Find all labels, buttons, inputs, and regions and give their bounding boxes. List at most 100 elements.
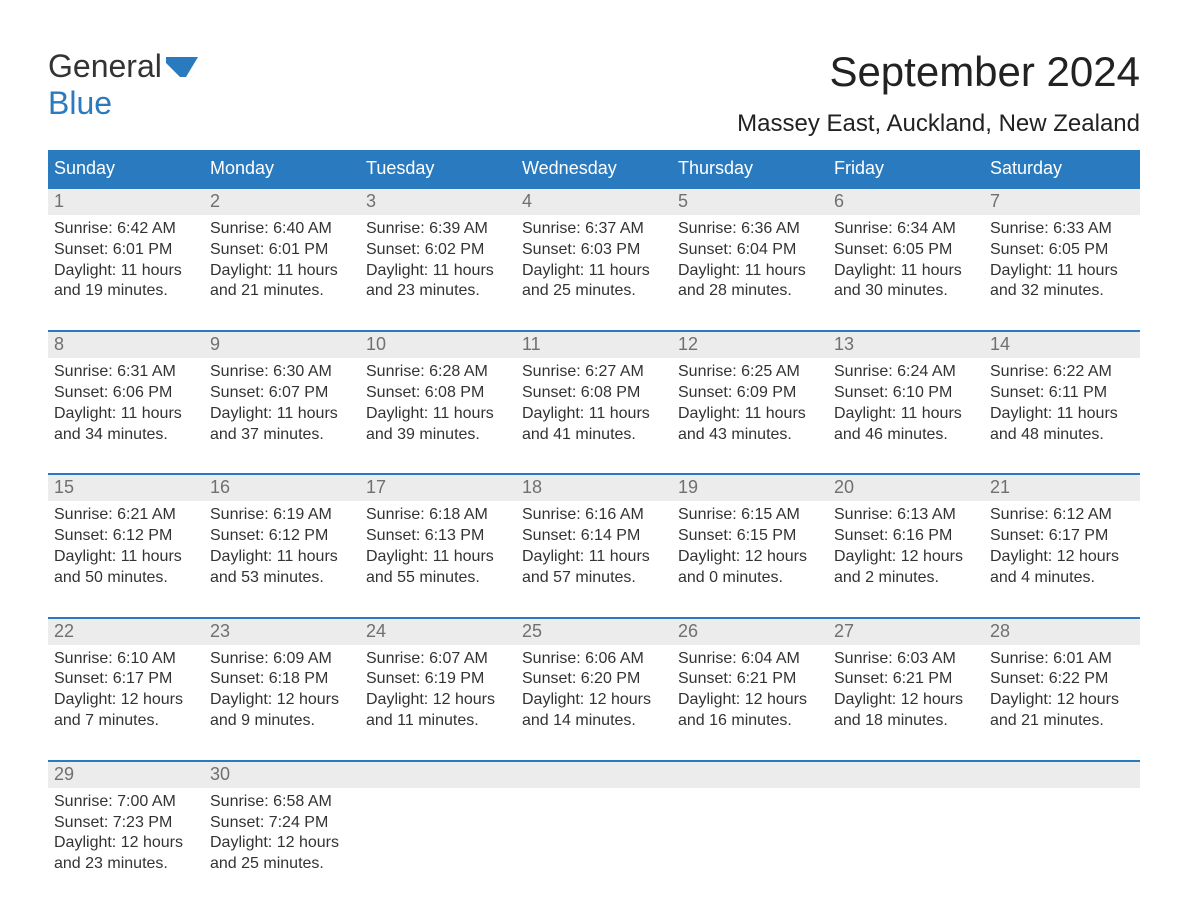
daylight-text: and 48 minutes. bbox=[990, 425, 1134, 446]
sunset-text: Sunset: 6:13 PM bbox=[366, 526, 510, 547]
sunset-text: Sunset: 6:17 PM bbox=[54, 669, 198, 690]
day-number: 4 bbox=[516, 189, 672, 215]
daylight-text: and 7 minutes. bbox=[54, 711, 198, 732]
day-number: 5 bbox=[672, 189, 828, 215]
day-detail: Sunrise: 6:12 AMSunset: 6:17 PMDaylight:… bbox=[984, 501, 1140, 588]
day-number: 17 bbox=[360, 475, 516, 501]
sunset-text: Sunset: 6:09 PM bbox=[678, 383, 822, 404]
day-detail: Sunrise: 6:15 AMSunset: 6:15 PMDaylight:… bbox=[672, 501, 828, 588]
daylight-text: Daylight: 12 hours bbox=[210, 833, 354, 854]
sunset-text: Sunset: 6:17 PM bbox=[990, 526, 1134, 547]
sunrise-text: Sunrise: 6:40 AM bbox=[210, 219, 354, 240]
day-number bbox=[984, 762, 1140, 788]
sunrise-text: Sunrise: 7:00 AM bbox=[54, 792, 198, 813]
daylight-text: Daylight: 12 hours bbox=[678, 547, 822, 568]
daylight-text: and 11 minutes. bbox=[366, 711, 510, 732]
sunrise-text: Sunrise: 6:22 AM bbox=[990, 362, 1134, 383]
calendar: Sunday Monday Tuesday Wednesday Thursday… bbox=[48, 150, 1140, 903]
sunset-text: Sunset: 6:19 PM bbox=[366, 669, 510, 690]
day-number: 15 bbox=[48, 475, 204, 501]
daylight-text: Daylight: 12 hours bbox=[834, 690, 978, 711]
daylight-text: and 30 minutes. bbox=[834, 281, 978, 302]
dayname-monday: Monday bbox=[204, 150, 360, 187]
day-detail: Sunrise: 6:25 AMSunset: 6:09 PMDaylight:… bbox=[672, 358, 828, 445]
daylight-text: and 19 minutes. bbox=[54, 281, 198, 302]
day-detail: Sunrise: 6:28 AMSunset: 6:08 PMDaylight:… bbox=[360, 358, 516, 445]
daylight-text: and 25 minutes. bbox=[210, 854, 354, 875]
daylight-text: Daylight: 12 hours bbox=[990, 690, 1134, 711]
day-number: 10 bbox=[360, 332, 516, 358]
sunset-text: Sunset: 6:04 PM bbox=[678, 240, 822, 261]
daylight-text: and 21 minutes. bbox=[990, 711, 1134, 732]
day-detail bbox=[672, 788, 828, 875]
day-detail: Sunrise: 6:01 AMSunset: 6:22 PMDaylight:… bbox=[984, 645, 1140, 732]
daylight-text: Daylight: 11 hours bbox=[990, 261, 1134, 282]
daylight-text: Daylight: 11 hours bbox=[678, 404, 822, 425]
calendar-header-row: Sunday Monday Tuesday Wednesday Thursday… bbox=[48, 150, 1140, 187]
day-number: 19 bbox=[672, 475, 828, 501]
week-row: 2930Sunrise: 7:00 AMSunset: 7:23 PMDayli… bbox=[48, 760, 1140, 903]
daylight-text: and 21 minutes. bbox=[210, 281, 354, 302]
day-detail: Sunrise: 6:58 AMSunset: 7:24 PMDaylight:… bbox=[204, 788, 360, 875]
daynum-row: 2930 bbox=[48, 762, 1140, 788]
daylight-text: Daylight: 11 hours bbox=[678, 261, 822, 282]
title-block: September 2024 Massey East, Auckland, Ne… bbox=[737, 48, 1140, 138]
sunrise-text: Sunrise: 6:04 AM bbox=[678, 649, 822, 670]
day-number bbox=[828, 762, 984, 788]
day-detail: Sunrise: 6:16 AMSunset: 6:14 PMDaylight:… bbox=[516, 501, 672, 588]
sunset-text: Sunset: 6:14 PM bbox=[522, 526, 666, 547]
day-number: 24 bbox=[360, 619, 516, 645]
daylight-text: Daylight: 11 hours bbox=[54, 404, 198, 425]
sunset-text: Sunset: 7:23 PM bbox=[54, 813, 198, 834]
sunset-text: Sunset: 6:12 PM bbox=[210, 526, 354, 547]
sunrise-text: Sunrise: 6:28 AM bbox=[366, 362, 510, 383]
day-number: 29 bbox=[48, 762, 204, 788]
sunrise-text: Sunrise: 6:03 AM bbox=[834, 649, 978, 670]
daynum-row: 15161718192021 bbox=[48, 475, 1140, 501]
day-number: 16 bbox=[204, 475, 360, 501]
sunset-text: Sunset: 6:05 PM bbox=[990, 240, 1134, 261]
sunrise-text: Sunrise: 6:18 AM bbox=[366, 505, 510, 526]
day-number: 26 bbox=[672, 619, 828, 645]
logo-flag-icon bbox=[166, 55, 198, 77]
day-detail: Sunrise: 6:19 AMSunset: 6:12 PMDaylight:… bbox=[204, 501, 360, 588]
day-number: 1 bbox=[48, 189, 204, 215]
day-detail: Sunrise: 6:13 AMSunset: 6:16 PMDaylight:… bbox=[828, 501, 984, 588]
sunrise-text: Sunrise: 6:25 AM bbox=[678, 362, 822, 383]
day-number: 8 bbox=[48, 332, 204, 358]
week-row: 15161718192021Sunrise: 6:21 AMSunset: 6:… bbox=[48, 473, 1140, 616]
daylight-text: Daylight: 12 hours bbox=[678, 690, 822, 711]
day-detail: Sunrise: 6:33 AMSunset: 6:05 PMDaylight:… bbox=[984, 215, 1140, 302]
sunrise-text: Sunrise: 6:24 AM bbox=[834, 362, 978, 383]
daylight-text: and 34 minutes. bbox=[54, 425, 198, 446]
day-number: 25 bbox=[516, 619, 672, 645]
daylight-text: Daylight: 11 hours bbox=[54, 261, 198, 282]
day-number: 3 bbox=[360, 189, 516, 215]
daylight-text: Daylight: 12 hours bbox=[54, 690, 198, 711]
sunrise-text: Sunrise: 6:39 AM bbox=[366, 219, 510, 240]
day-number: 13 bbox=[828, 332, 984, 358]
sunset-text: Sunset: 6:08 PM bbox=[366, 383, 510, 404]
day-detail: Sunrise: 7:00 AMSunset: 7:23 PMDaylight:… bbox=[48, 788, 204, 875]
day-detail: Sunrise: 6:18 AMSunset: 6:13 PMDaylight:… bbox=[360, 501, 516, 588]
sunset-text: Sunset: 7:24 PM bbox=[210, 813, 354, 834]
day-detail: Sunrise: 6:22 AMSunset: 6:11 PMDaylight:… bbox=[984, 358, 1140, 445]
day-detail: Sunrise: 6:40 AMSunset: 6:01 PMDaylight:… bbox=[204, 215, 360, 302]
daynum-row: 1234567 bbox=[48, 189, 1140, 215]
sunrise-text: Sunrise: 6:10 AM bbox=[54, 649, 198, 670]
detail-row: Sunrise: 6:21 AMSunset: 6:12 PMDaylight:… bbox=[48, 501, 1140, 616]
daylight-text: and 55 minutes. bbox=[366, 568, 510, 589]
sunrise-text: Sunrise: 6:58 AM bbox=[210, 792, 354, 813]
daylight-text: and 32 minutes. bbox=[990, 281, 1134, 302]
detail-row: Sunrise: 6:31 AMSunset: 6:06 PMDaylight:… bbox=[48, 358, 1140, 473]
day-number: 6 bbox=[828, 189, 984, 215]
daylight-text: and 37 minutes. bbox=[210, 425, 354, 446]
daylight-text: and 4 minutes. bbox=[990, 568, 1134, 589]
daylight-text: Daylight: 11 hours bbox=[210, 261, 354, 282]
day-number: 23 bbox=[204, 619, 360, 645]
sunset-text: Sunset: 6:10 PM bbox=[834, 383, 978, 404]
daylight-text: Daylight: 11 hours bbox=[366, 404, 510, 425]
header: General Blue September 2024 Massey East,… bbox=[48, 48, 1140, 138]
daylight-text: Daylight: 12 hours bbox=[210, 690, 354, 711]
sunset-text: Sunset: 6:08 PM bbox=[522, 383, 666, 404]
